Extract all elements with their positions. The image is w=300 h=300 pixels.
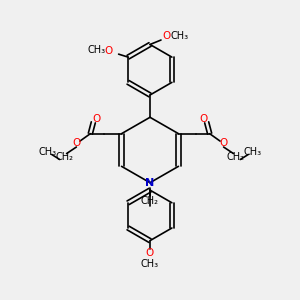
Text: CH₂: CH₂ bbox=[56, 152, 74, 161]
Text: O: O bbox=[146, 248, 154, 257]
Text: CH₂: CH₂ bbox=[141, 196, 159, 206]
Text: O: O bbox=[93, 114, 101, 124]
Text: O: O bbox=[199, 114, 207, 124]
Text: CH₃: CH₃ bbox=[39, 147, 57, 158]
Text: O: O bbox=[162, 31, 170, 40]
Text: CH₃: CH₃ bbox=[171, 31, 189, 40]
Text: O: O bbox=[220, 139, 228, 148]
Text: CH₃: CH₃ bbox=[243, 147, 261, 158]
Text: CH₂: CH₂ bbox=[226, 152, 244, 161]
Text: O: O bbox=[72, 139, 80, 148]
Text: O: O bbox=[105, 46, 113, 56]
Text: N: N bbox=[146, 178, 154, 188]
Text: CH₃: CH₃ bbox=[141, 260, 159, 269]
Text: CH₃: CH₃ bbox=[88, 45, 106, 55]
